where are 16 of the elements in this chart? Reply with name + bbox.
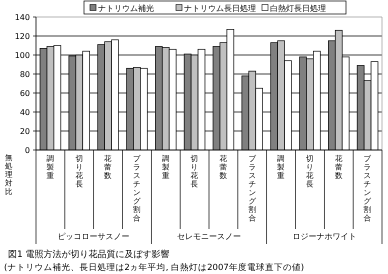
y-tick-label: 60 (20, 89, 30, 98)
y-tick-label: 20 (20, 127, 30, 136)
text: 図1 電照方法が切り花品質に及ぼす影響 (8, 249, 170, 260)
y-tick-label: 100 (14, 51, 30, 60)
text: (ナトリウム補光、長日処理は2ヵ年平均, 白熱灯は2007年度電球直下の値) (4, 262, 304, 273)
y-tick-label: 140 (14, 13, 30, 22)
y-tick-label: 120 (14, 32, 30, 41)
text: ロジーナホワイト (292, 232, 356, 241)
y-tick-label: 0 (24, 146, 30, 155)
text: セレモニースノー (177, 232, 241, 241)
y-tick-label: 40 (20, 108, 30, 117)
legend-label: ナトリウム長日処理 (184, 4, 256, 13)
y-tick-label: 80 (20, 70, 30, 79)
legend-label: 白熱灯長日処理 (270, 4, 326, 13)
legend-label: ナトリウム補光 (98, 4, 154, 13)
text: ピッコローサスノー (58, 232, 130, 241)
